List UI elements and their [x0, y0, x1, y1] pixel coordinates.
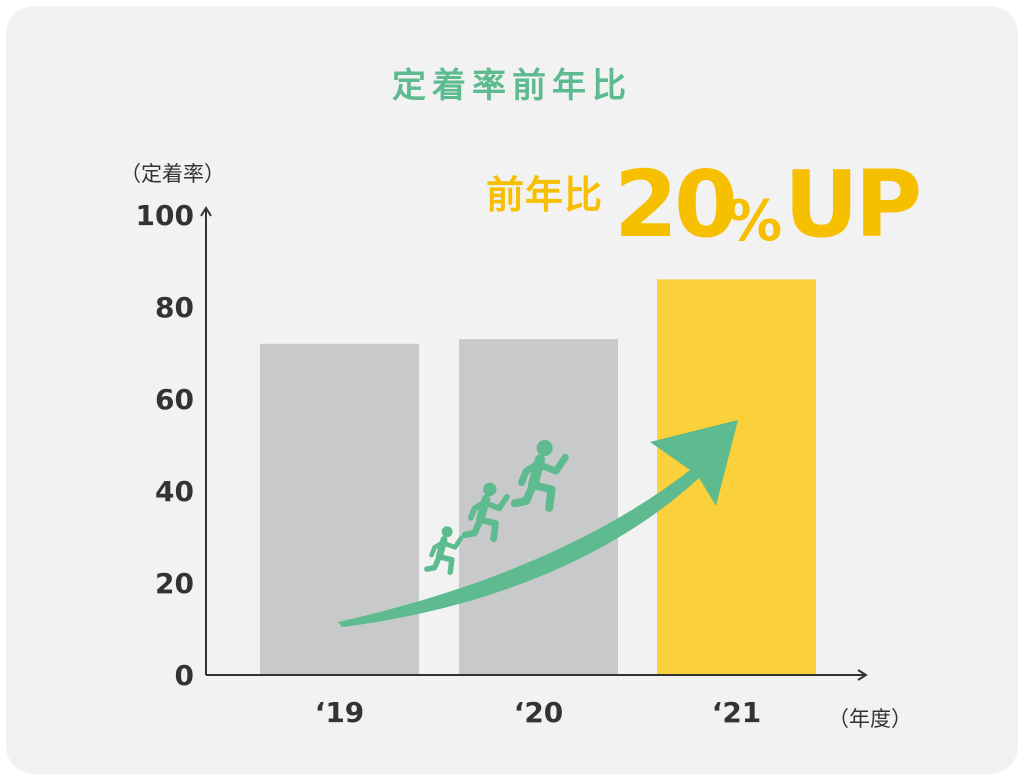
x-axis-label: （年度）	[828, 707, 912, 731]
runner-head	[441, 526, 453, 538]
runner-front-leg	[476, 516, 499, 543]
runner-icon-0	[424, 526, 464, 576]
headline-suffix: UP	[784, 151, 922, 258]
headline-value: 20	[614, 151, 738, 258]
runner-icon-2	[510, 440, 569, 512]
runner-back-leg	[461, 516, 484, 539]
growth-arrow	[338, 420, 738, 627]
headline-unit: %	[726, 189, 783, 254]
y-tick-label-100: 100	[136, 199, 194, 232]
x-tick-label-1: ‘20	[514, 696, 564, 729]
y-tick-label-20: 20	[155, 567, 194, 600]
x-tick-label-2: ‘21	[712, 696, 762, 729]
chart-title: 定着率前年比	[392, 66, 632, 106]
runner-front-arm	[534, 453, 569, 475]
x-tick-label-0: ‘19	[315, 696, 365, 729]
runner-head	[483, 482, 497, 496]
runner-front-leg	[529, 480, 556, 512]
runner-back-arm	[467, 499, 487, 521]
y-tick-label-80: 80	[155, 291, 194, 324]
runner-icon-1	[461, 482, 510, 543]
y-axis-arrowhead	[200, 206, 212, 217]
y-tick-label-0: 0	[175, 659, 194, 692]
runner-head	[536, 440, 553, 457]
y-tick-label-40: 40	[155, 475, 194, 508]
runner-back-leg	[424, 553, 443, 572]
runner-back-arm	[429, 540, 445, 558]
bar-0	[260, 343, 419, 675]
x-axis-arrowhead	[857, 669, 868, 681]
runner-front-arm	[481, 494, 510, 512]
runner-front-arm	[440, 535, 464, 550]
y-tick-label-60: 60	[155, 383, 194, 416]
runner-back-leg	[510, 480, 538, 508]
headline-prefix: 前年比	[486, 173, 604, 217]
runner-back-arm	[518, 460, 542, 487]
runner-front-leg	[436, 553, 455, 576]
y-axis-label: （定着率）	[120, 162, 225, 186]
